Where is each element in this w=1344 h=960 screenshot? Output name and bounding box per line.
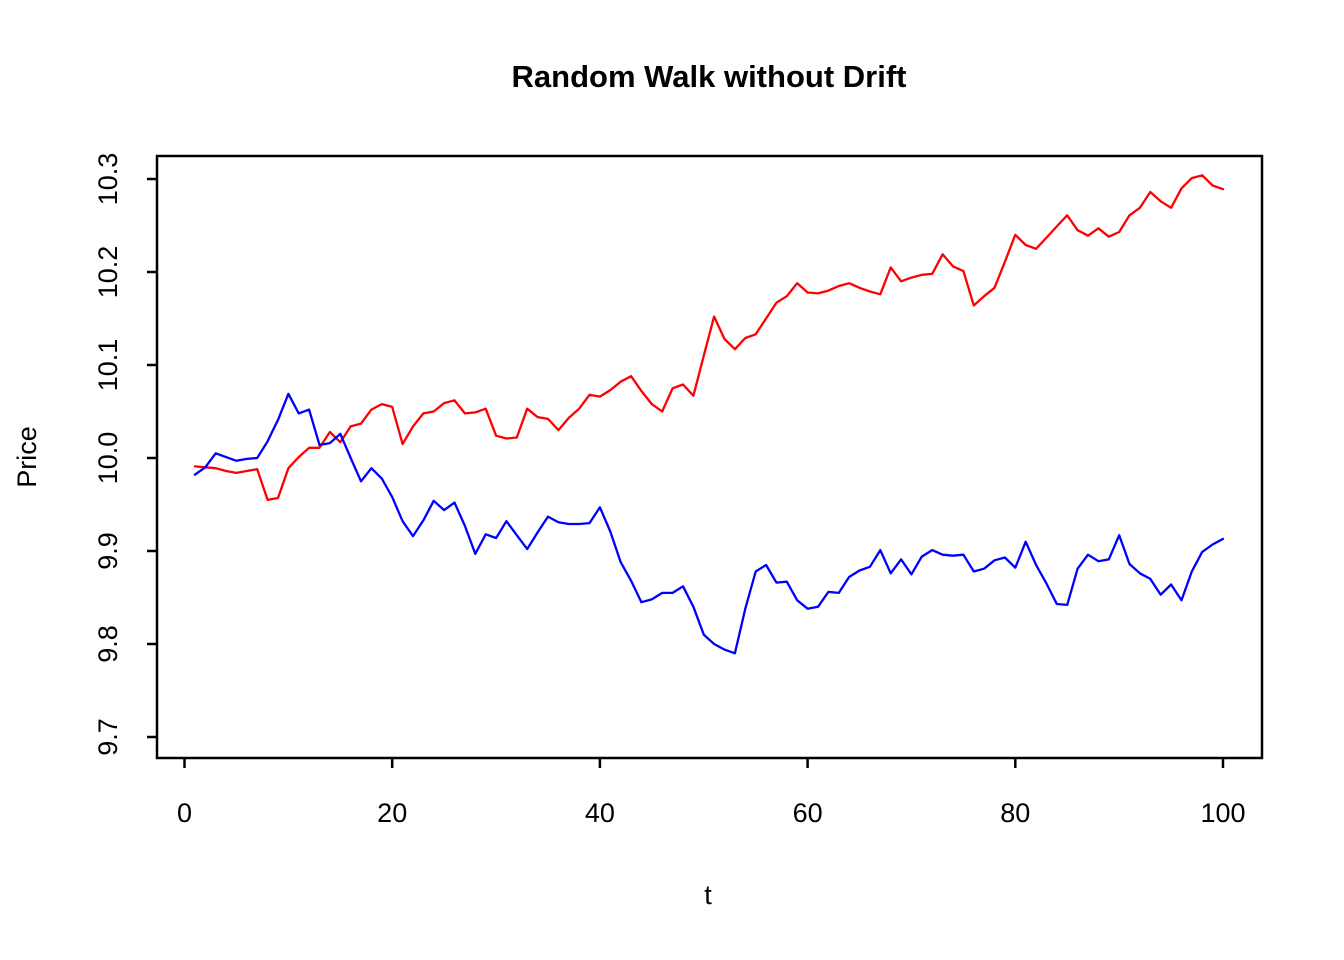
x-tick-label: 0 — [177, 798, 192, 828]
y-tick-label: 10.2 — [93, 246, 123, 299]
y-tick-label: 9.9 — [93, 532, 123, 570]
y-tick-label: 9.7 — [93, 718, 123, 756]
y-tick-label: 10.0 — [93, 432, 123, 485]
x-tick-label: 60 — [793, 798, 823, 828]
random-walk-blue-line — [193, 392, 1225, 655]
plot-box — [155, 154, 1264, 760]
chart-title: Random Walk without Drift — [512, 59, 907, 94]
y-tick-label: 9.8 — [93, 625, 123, 663]
x-axis-ticks: 0 20 40 60 80 100 — [177, 758, 1246, 828]
x-tick-label: 80 — [1000, 798, 1030, 828]
random-walk-red-line — [193, 174, 1225, 502]
x-axis-label: t — [704, 880, 712, 910]
x-tick-label: 40 — [585, 798, 615, 828]
y-tick-label: 10.1 — [93, 339, 123, 392]
y-axis-label: Price — [12, 426, 42, 488]
x-tick-label: 100 — [1200, 798, 1245, 828]
y-axis-ticks: 9.7 9.8 9.9 10.0 10.1 10.2 10.3 — [93, 153, 157, 756]
x-tick-label: 20 — [377, 798, 407, 828]
series-lines — [193, 174, 1225, 655]
y-tick-label: 10.3 — [93, 153, 123, 206]
